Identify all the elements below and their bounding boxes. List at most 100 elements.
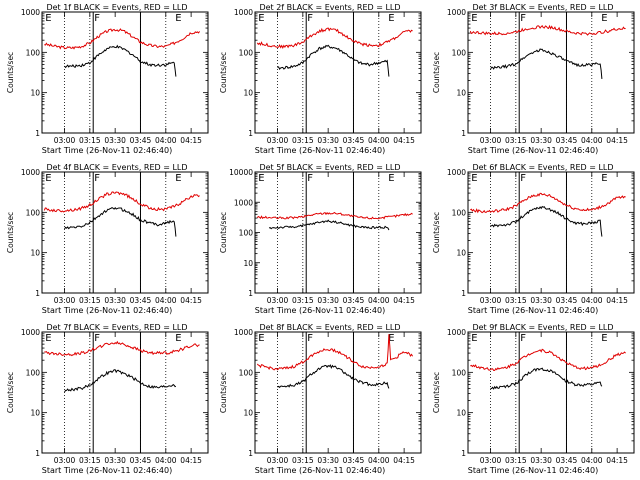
- lld-rate-line: [470, 192, 626, 214]
- y-tick-label: 1000: [447, 168, 466, 177]
- x-tick-label: 03:00: [267, 296, 289, 305]
- x-axis-label: Start Time (26-Nov-11 02:46:40): [468, 466, 598, 475]
- interval-marker: E: [258, 13, 264, 24]
- y-tick-label: 10: [456, 409, 466, 418]
- x-tick-label: 03:45: [556, 136, 578, 145]
- x-axis-label: Start Time (26-Nov-11 02:46:40): [42, 306, 172, 315]
- x-axis-label: Start Time (26-Nov-11 02:46:40): [255, 466, 385, 475]
- y-tick-label: 10000: [229, 168, 253, 177]
- y-axis-label: Counts/sec: [6, 212, 15, 253]
- y-tick-label: 1000: [447, 328, 466, 337]
- detector-panel: Det 5f BLACK = Events, RED = LLD 1 10 100 10…: [219, 163, 422, 315]
- x-tick-label: 04:00: [368, 136, 390, 145]
- y-tick-label: 100: [26, 208, 41, 217]
- interval-marker: F: [94, 13, 100, 24]
- y-tick-label: 10: [456, 89, 466, 98]
- interval-marker: F: [307, 13, 313, 24]
- interval-marker: E: [388, 333, 394, 344]
- x-tick-label: 04:00: [155, 136, 177, 145]
- x-tick-label: 04:00: [155, 456, 177, 465]
- y-tick-label: 100: [452, 208, 467, 217]
- y-tick-label: 100: [239, 229, 254, 238]
- x-tick-label: 03:45: [343, 136, 365, 145]
- interval-marker: E: [258, 333, 264, 344]
- x-tick-label: 03:30: [317, 456, 339, 465]
- x-tick-label: 03:30: [104, 296, 126, 305]
- detector-panel: Det 7f BLACK = Events, RED = LLD 1 10 100 10…: [6, 323, 209, 475]
- event-rate-line: [490, 367, 603, 390]
- y-tick-label: 10: [456, 249, 466, 258]
- y-tick-label: 1: [35, 449, 40, 458]
- y-tick-label: 1: [35, 129, 40, 138]
- x-axis-label: Start Time (26-Nov-11 02:46:40): [42, 466, 172, 475]
- x-tick-label: 04:00: [581, 296, 603, 305]
- interval-marker: F: [94, 333, 100, 344]
- y-tick-label: 1000: [234, 8, 253, 17]
- x-tick-label: 03:00: [480, 456, 502, 465]
- event-rate-line: [277, 364, 390, 389]
- y-tick-label: 1000: [21, 8, 40, 17]
- y-axis-label: Counts/sec: [432, 212, 441, 253]
- x-tick-label: 03:15: [292, 136, 314, 145]
- x-tick-label: 03:30: [104, 136, 126, 145]
- plot-frame: [467, 171, 635, 294]
- x-tick-label: 03:15: [505, 136, 527, 145]
- x-tick-label: 04:00: [581, 136, 603, 145]
- plot-frame: [467, 11, 635, 134]
- y-axis-label: Counts/sec: [219, 372, 228, 413]
- event-rate-line: [64, 369, 177, 393]
- y-tick-label: 100: [26, 368, 41, 377]
- y-tick-label: 1: [248, 129, 253, 138]
- y-tick-label: 1: [35, 289, 40, 298]
- interval-marker: E: [388, 13, 394, 24]
- interval-marker: E: [601, 173, 607, 184]
- x-axis-label: Start Time (26-Nov-11 02:46:40): [255, 306, 385, 315]
- y-tick-label: 10: [243, 259, 253, 268]
- panel-title: Det 2f BLACK = Events, RED = LLD: [259, 3, 400, 12]
- x-tick-label: 04:15: [180, 296, 202, 305]
- x-tick-label: 03:30: [530, 296, 552, 305]
- interval-marker: F: [520, 13, 526, 24]
- interval-marker: F: [520, 173, 526, 184]
- y-tick-label: 1: [461, 129, 466, 138]
- lld-rate-line: [256, 334, 414, 371]
- x-tick-label: 03:15: [505, 456, 527, 465]
- y-tick-label: 1000: [21, 328, 40, 337]
- panel-title: Det 4f BLACK = Events, RED = LLD: [46, 163, 187, 172]
- lld-rate-line: [469, 24, 626, 36]
- x-tick-label: 03:30: [530, 136, 552, 145]
- interval-marker: E: [601, 13, 607, 24]
- y-tick-label: 1000: [21, 168, 40, 177]
- x-tick-label: 03:00: [480, 296, 502, 305]
- lld-rate-line: [44, 28, 201, 50]
- panel-title: Det 6f BLACK = Events, RED = LLD: [472, 163, 613, 172]
- x-tick-label: 03:45: [130, 456, 152, 465]
- y-tick-label: 10: [30, 89, 40, 98]
- x-tick-label: 03:00: [54, 296, 76, 305]
- event-rate-line: [64, 44, 177, 77]
- x-axis-label: Start Time (26-Nov-11 02:46:40): [255, 146, 385, 155]
- x-tick-label: 04:15: [180, 136, 202, 145]
- interval-marker: F: [307, 333, 313, 344]
- detector-panel: Det 2f BLACK = Events, RED = LLD 1 10 100 10…: [219, 3, 422, 155]
- x-tick-label: 04:00: [368, 296, 390, 305]
- lld-rate-line: [256, 27, 413, 49]
- x-tick-label: 04:00: [368, 456, 390, 465]
- x-tick-label: 03:15: [79, 136, 101, 145]
- event-rate-line: [64, 207, 177, 237]
- y-tick-label: 100: [452, 48, 467, 57]
- x-tick-label: 04:00: [581, 456, 603, 465]
- interval-marker: E: [45, 173, 51, 184]
- x-tick-label: 04:15: [606, 296, 628, 305]
- y-tick-label: 1000: [447, 8, 466, 17]
- interval-marker: F: [94, 173, 100, 184]
- y-axis-label: Counts/sec: [432, 52, 441, 93]
- y-tick-label: 10: [30, 249, 40, 258]
- y-tick-label: 1: [461, 449, 466, 458]
- detector-panel: Det 4f BLACK = Events, RED = LLD 1 10 100 10…: [6, 163, 209, 315]
- y-tick-label: 100: [239, 368, 254, 377]
- x-tick-label: 04:00: [155, 296, 177, 305]
- x-tick-label: 03:00: [480, 136, 502, 145]
- x-axis-label: Start Time (26-Nov-11 02:46:40): [468, 146, 598, 155]
